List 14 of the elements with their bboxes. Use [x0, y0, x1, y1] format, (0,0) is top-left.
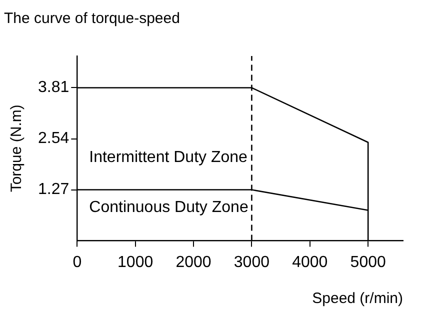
- y-tick-label: 3.81: [38, 79, 70, 96]
- y-tick-label: 2.54: [38, 130, 70, 148]
- y-axis-title: Torque (N.m): [8, 104, 26, 192]
- x-axis-title: Speed (r/min): [312, 290, 403, 308]
- x-tick-label: 1000: [118, 254, 154, 271]
- annotation: Intermittent Duty Zone: [89, 149, 248, 166]
- y-tick-label: 1.27: [38, 181, 70, 198]
- x-tick-label: 2000: [176, 254, 212, 271]
- annotation: Continuous Duty Zone: [89, 198, 248, 216]
- x-tick-label: 0: [72, 254, 82, 271]
- x-tick-label: 5000: [350, 254, 386, 271]
- x-tick-label: 4000: [292, 254, 328, 271]
- x-tick-label: 3000: [234, 254, 270, 271]
- chart-title: The curve of torque-speed: [4, 10, 180, 28]
